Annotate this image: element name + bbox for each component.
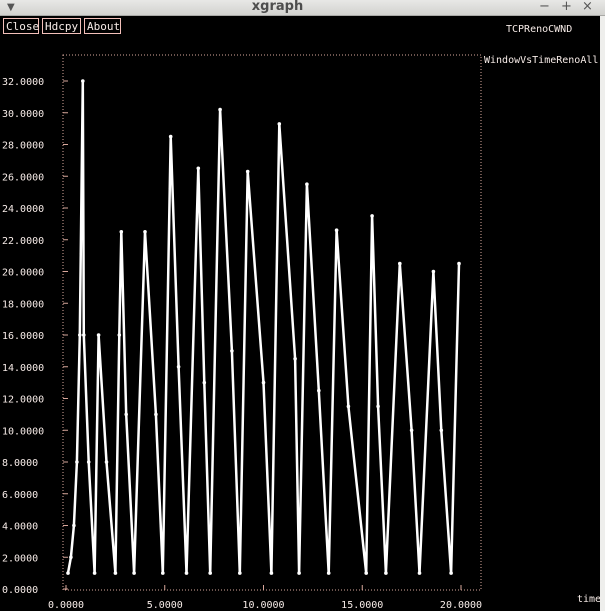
data-point: [86, 460, 91, 464]
graph-title: TCPRenoCWND: [506, 24, 573, 35]
data-point: [376, 404, 380, 409]
y-tick-label: 22.0000: [2, 236, 44, 247]
data-point: [202, 380, 207, 385]
x-tick-label: 15.0000: [341, 600, 383, 611]
data-point: [96, 333, 101, 337]
x-tick-label: 20.0000: [440, 600, 482, 611]
data-point: [208, 571, 212, 575]
data-point: [364, 571, 369, 575]
minimize-icon[interactable]: −: [539, 0, 550, 14]
data-point: [326, 571, 331, 575]
y-tick-label: 8.0000: [2, 458, 38, 469]
x-tick-label: 0.0000: [48, 600, 84, 611]
y-tick-label: 18.0000: [2, 299, 44, 310]
data-point: [82, 333, 86, 337]
desktop-background-strip: [600, 16, 605, 611]
y-tick-label: 10.0000: [2, 426, 44, 437]
y-tick-label: 20.0000: [2, 268, 44, 279]
data-point: [449, 571, 453, 575]
data-point: [92, 571, 97, 575]
x-tick-label: 10.0000: [242, 600, 284, 611]
data-point: [269, 571, 274, 575]
data-point: [431, 269, 436, 274]
data-point: [196, 166, 201, 171]
data-point: [117, 333, 122, 337]
data-point: [161, 571, 165, 575]
data-point: [417, 571, 422, 575]
data-point: [124, 412, 128, 417]
data-point: [457, 261, 461, 266]
y-tick-label: 24.0000: [2, 204, 44, 215]
data-point: [66, 571, 70, 575]
data-point: [218, 107, 222, 112]
y-tick-label: 26.0000: [2, 172, 44, 183]
about-button[interactable]: About: [84, 18, 121, 34]
data-point: [317, 388, 321, 393]
y-tick-label: 0.0000: [2, 585, 38, 596]
data-point: [297, 571, 301, 575]
legend-entry: WindowVsTimeRenoAll: [484, 55, 599, 66]
data-point: [72, 523, 76, 528]
data-point: [245, 169, 250, 174]
data-point: [104, 460, 109, 464]
data-point: [154, 412, 158, 417]
data-point: [168, 134, 173, 139]
y-tick-label: 6.0000: [2, 490, 38, 501]
x-axis-unit-label: time: [577, 594, 602, 605]
y-tick-label: 32.0000: [2, 77, 44, 88]
y-tick-label: 14.0000: [2, 363, 44, 374]
window-title: xgraph: [251, 0, 304, 14]
data-point: [384, 571, 388, 575]
maximize-icon[interactable]: +: [561, 0, 572, 14]
data-point: [398, 261, 402, 266]
y-tick-label: 2.0000: [2, 553, 38, 564]
data-point: [409, 428, 414, 433]
close-button[interactable]: Close: [3, 18, 39, 34]
data-point: [78, 333, 82, 337]
hardcopy-button[interactable]: Hdcpy: [42, 18, 81, 34]
data-point: [305, 182, 309, 186]
data-point: [81, 79, 85, 83]
data-point: [238, 571, 242, 575]
data-point: [184, 571, 189, 575]
data-point: [119, 230, 124, 234]
data-point: [277, 122, 282, 126]
x-tick-label: 5.0000: [147, 600, 183, 611]
data-point: [334, 228, 339, 232]
plot-border: [62, 54, 482, 591]
data-point: [439, 428, 444, 433]
y-tick-label: 30.0000: [2, 109, 44, 120]
data-point: [143, 230, 147, 234]
y-tick-label: 12.0000: [2, 395, 44, 406]
data-point: [370, 214, 374, 218]
data-point: [261, 380, 266, 385]
data-point: [346, 404, 351, 409]
data-point: [113, 571, 118, 575]
series-line: [66, 80, 461, 574]
y-tick-label: 28.0000: [2, 141, 44, 152]
window-titlebar[interactable]: ▼ xgraph − + ×: [0, 0, 605, 16]
close-icon[interactable]: ×: [582, 0, 593, 14]
data-point: [69, 555, 73, 560]
data-point: [176, 365, 181, 369]
y-tick-label: 4.0000: [2, 522, 38, 533]
data-point: [132, 571, 136, 575]
y-tick-label: 16.0000: [2, 331, 44, 342]
data-point: [75, 460, 79, 464]
data-point: [293, 357, 297, 361]
data-point: [230, 349, 234, 353]
menu-triangle-icon[interactable]: ▼: [7, 2, 15, 13]
